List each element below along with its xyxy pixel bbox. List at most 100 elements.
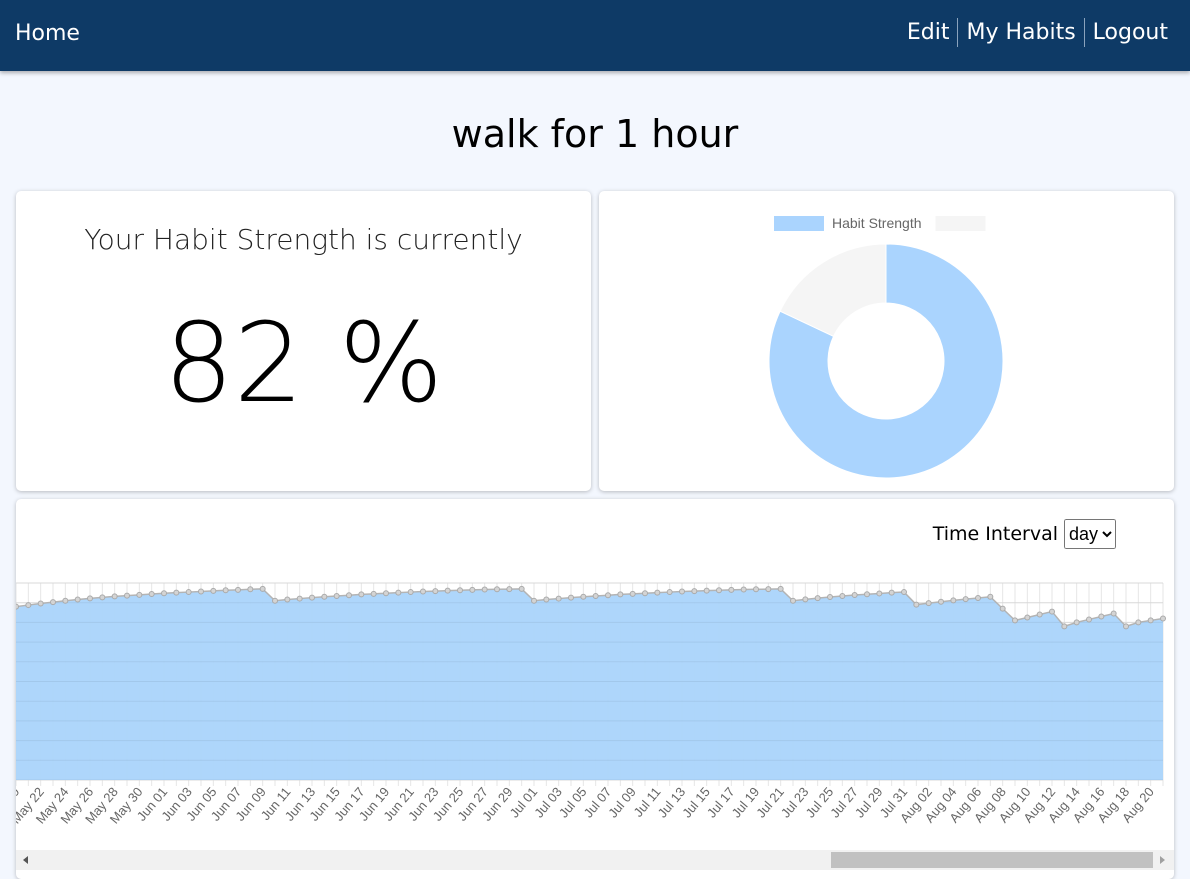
point [629, 590, 636, 597]
point [99, 594, 106, 601]
point [62, 597, 69, 604]
point [790, 597, 796, 604]
point [987, 593, 994, 600]
interval-label: Time Interval [932, 523, 1058, 545]
point [37, 600, 44, 607]
point [148, 591, 155, 598]
point [703, 587, 710, 594]
point [568, 594, 574, 601]
point [321, 593, 328, 600]
point [1160, 615, 1166, 622]
home-link[interactable]: Home [15, 21, 80, 46]
nav-links: Edit My Habits Logout [899, 18, 1176, 47]
scroll-arrows [23, 856, 1165, 864]
point [888, 589, 895, 596]
point [654, 589, 661, 596]
point [87, 595, 93, 602]
point [555, 595, 562, 602]
point [494, 586, 500, 593]
point [1061, 623, 1068, 630]
point [272, 597, 278, 604]
point [876, 590, 883, 597]
scrollbar[interactable] [16, 850, 1174, 870]
point [358, 591, 365, 598]
point [185, 589, 192, 596]
point [235, 586, 241, 593]
point [1073, 619, 1080, 626]
point [1135, 619, 1142, 626]
x-tick-label: Jul 09 [605, 784, 639, 820]
point [395, 589, 402, 596]
habit-title: walk for 1 hour [451, 112, 739, 156]
legend-swatch [935, 216, 986, 231]
point [210, 587, 217, 594]
strength-heading: Your Habit Strength is currently [84, 223, 523, 256]
point [407, 589, 414, 596]
point [913, 601, 920, 608]
point [950, 597, 957, 604]
point [124, 592, 130, 599]
point [901, 589, 907, 596]
point [765, 586, 772, 593]
point [383, 590, 389, 597]
point [1110, 610, 1117, 617]
point [284, 596, 291, 603]
point [309, 594, 315, 601]
point [481, 586, 488, 593]
point [1147, 617, 1154, 624]
my-habits-link[interactable]: My Habits [957, 18, 1083, 47]
point [642, 590, 648, 597]
point [605, 592, 611, 599]
point [173, 589, 180, 596]
legend-label: Habit Strength [832, 215, 922, 231]
interval-control: Time Interval day [933, 519, 1116, 549]
point [753, 586, 759, 593]
point [851, 592, 858, 599]
point [222, 587, 229, 594]
point [296, 595, 303, 602]
logout-link[interactable]: Logout [1083, 18, 1176, 47]
strength-card: Your Habit Strength is currently 82 % [16, 191, 591, 491]
interval-select[interactable]: day [1064, 519, 1116, 549]
point [962, 596, 969, 603]
point [580, 593, 587, 600]
area [16, 588, 1163, 780]
point [617, 591, 624, 598]
point [111, 593, 118, 600]
point [469, 586, 476, 593]
donut-card: Habit Strength [599, 191, 1174, 491]
point [432, 588, 439, 595]
point [728, 586, 735, 593]
point [740, 586, 747, 593]
scroll-thumb[interactable] [831, 852, 1153, 868]
point [25, 602, 32, 609]
legend-swatch [774, 216, 824, 231]
point [975, 594, 981, 601]
point [444, 587, 451, 594]
point [666, 589, 673, 596]
navbar: Home Edit My Habits Logout [0, 0, 1190, 71]
point [1012, 617, 1018, 624]
point [370, 590, 377, 597]
point [1123, 623, 1129, 630]
donut-slice [779, 243, 887, 337]
strength-value: 82 % [163, 299, 444, 427]
point [1086, 616, 1092, 623]
point [420, 588, 426, 595]
point [543, 596, 550, 603]
point [247, 586, 254, 593]
point [827, 593, 833, 600]
point [592, 593, 599, 600]
point [1036, 611, 1043, 618]
point [1024, 614, 1031, 621]
point [161, 590, 167, 597]
donut-slice [768, 243, 1004, 479]
point [346, 592, 352, 599]
point [716, 587, 722, 594]
edit-link[interactable]: Edit [906, 20, 950, 45]
point [999, 605, 1006, 612]
point [925, 600, 932, 607]
